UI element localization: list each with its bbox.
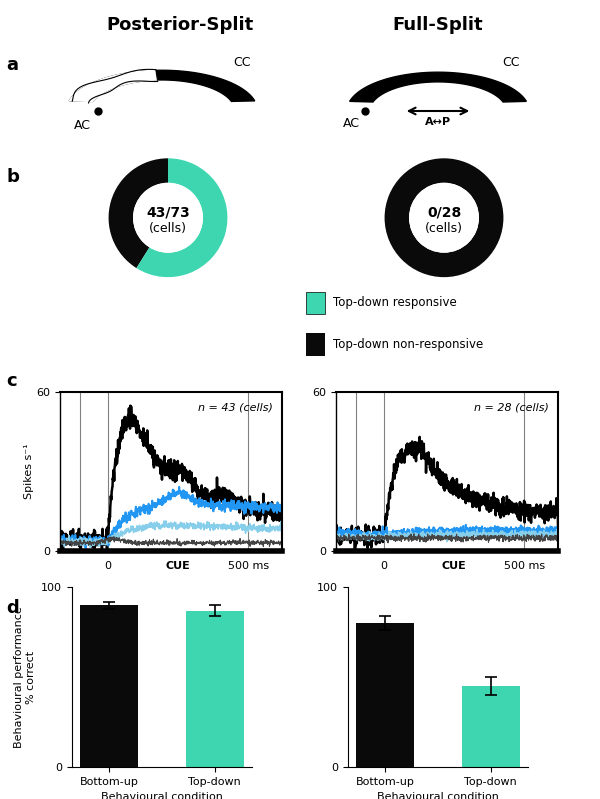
Circle shape [133, 183, 203, 252]
Text: AC: AC [74, 119, 91, 132]
Text: b: b [6, 168, 19, 186]
Wedge shape [109, 158, 168, 268]
Wedge shape [136, 158, 227, 277]
Circle shape [409, 183, 479, 252]
Text: Posterior-Split: Posterior-Split [106, 16, 254, 34]
Y-axis label: Spikes s⁻¹: Spikes s⁻¹ [23, 443, 34, 499]
Polygon shape [350, 72, 526, 102]
Text: 0/28: 0/28 [427, 205, 461, 219]
Text: A↔P: A↔P [425, 117, 451, 127]
Text: (cells): (cells) [149, 221, 187, 235]
Text: n = 28 (cells): n = 28 (cells) [473, 403, 548, 413]
X-axis label: Behavioural condition: Behavioural condition [377, 793, 499, 799]
Bar [186, 610, 244, 767]
Text: d: d [6, 599, 19, 618]
Text: Full-Split: Full-Split [392, 16, 484, 34]
Text: CC: CC [233, 56, 251, 70]
Text: CC: CC [502, 56, 520, 70]
Text: a: a [6, 56, 18, 74]
Text: (cells): (cells) [425, 221, 463, 235]
Wedge shape [385, 158, 503, 277]
Polygon shape [69, 70, 157, 101]
Bar [356, 623, 414, 767]
Text: Top-down responsive: Top-down responsive [333, 296, 457, 309]
Y-axis label: Behavioural performance
% correct: Behavioural performance % correct [14, 606, 36, 748]
Bar [462, 686, 520, 767]
X-axis label: Behavioural condition: Behavioural condition [101, 793, 223, 799]
Text: 43/73: 43/73 [146, 205, 190, 219]
Text: AC: AC [343, 117, 360, 129]
Bar [80, 606, 138, 767]
Text: Top-down non-responsive: Top-down non-responsive [333, 338, 484, 351]
FancyBboxPatch shape [305, 292, 325, 314]
Text: n = 43 (cells): n = 43 (cells) [197, 403, 272, 413]
FancyBboxPatch shape [305, 333, 325, 356]
Text: c: c [6, 372, 17, 390]
Polygon shape [69, 70, 255, 101]
